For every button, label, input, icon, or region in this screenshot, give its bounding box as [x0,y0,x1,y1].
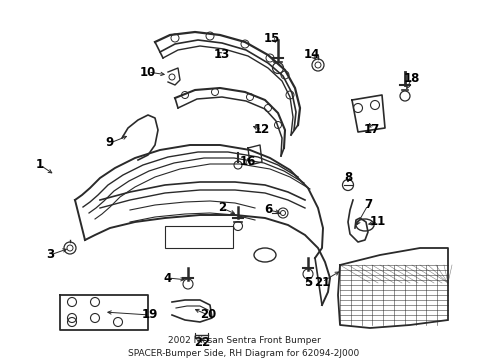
Text: 21: 21 [313,275,329,288]
Text: 17: 17 [363,123,379,136]
Text: 6: 6 [264,203,271,216]
Text: 12: 12 [253,123,269,136]
Text: 16: 16 [239,156,256,168]
Text: 8: 8 [343,171,351,184]
Text: 22: 22 [193,336,210,348]
Text: 15: 15 [263,31,280,45]
Text: 5: 5 [303,276,311,289]
Text: 7: 7 [363,198,371,211]
Text: 3: 3 [46,248,54,261]
Text: 2002 Nissan Sentra Front Bumper
SPACER-Bumper Side, RH Diagram for 62094-2J000: 2002 Nissan Sentra Front Bumper SPACER-B… [128,336,359,358]
Text: 11: 11 [369,216,386,229]
Text: 4: 4 [163,271,172,284]
Text: 14: 14 [303,49,320,62]
Bar [164,226,232,248]
Text: 18: 18 [403,72,419,85]
Text: 19: 19 [142,309,158,321]
Text: 10: 10 [140,66,156,78]
Text: 9: 9 [106,136,114,149]
Text: 1: 1 [36,158,44,171]
Text: 2: 2 [218,202,225,215]
Text: 13: 13 [213,49,230,62]
Text: 20: 20 [200,309,216,321]
